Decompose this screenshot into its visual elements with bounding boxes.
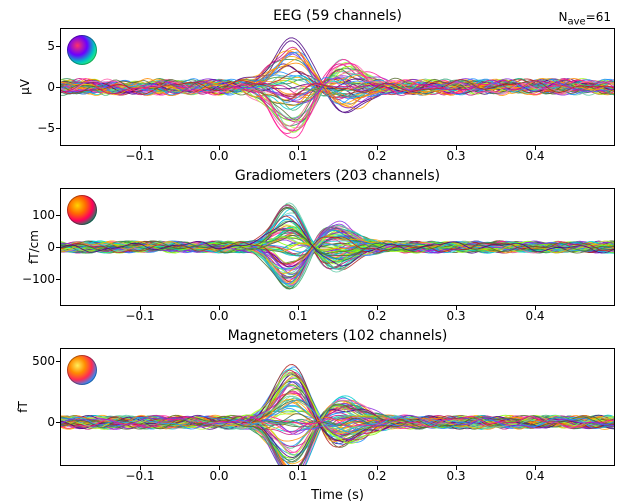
figure: EEG (59 channels) Nave=61 µV −505−0.10.0…	[0, 0, 640, 500]
ytick-label: 500	[32, 354, 55, 368]
xlabel: Time (s)	[61, 488, 614, 503]
xtick-label: −0.1	[125, 309, 154, 323]
xtick-label: 0.3	[446, 469, 465, 483]
n-ave-label: Nave=61	[558, 10, 611, 27]
subplot-eeg: EEG (59 channels) Nave=61 µV −505−0.10.0…	[60, 28, 615, 146]
ylabel-eeg: µV	[18, 79, 32, 95]
subplot-title-mag: Magnetometers (102 channels)	[60, 328, 615, 344]
xtick-label: 0.0	[209, 469, 228, 483]
ytick-label: −100	[22, 272, 55, 286]
ytick-label: 0	[47, 240, 55, 254]
subplot-mag: Magnetometers (102 channels) fT Time (s)…	[60, 348, 615, 466]
ytick-label: −5	[37, 121, 55, 135]
plot-area-eeg: µV −505−0.10.00.10.20.30.4	[60, 28, 615, 146]
ytick-label: 5	[47, 39, 55, 53]
xtick-label: −0.1	[125, 469, 154, 483]
xtick-label: 0.4	[525, 149, 544, 163]
subplot-title-eeg: EEG (59 channels)	[60, 8, 615, 24]
traces-svg	[61, 349, 614, 465]
xtick-label: 0.3	[446, 309, 465, 323]
plot-area-grad: fT/cm −1000100−0.10.00.10.20.30.4	[60, 188, 615, 306]
xtick-label: −0.1	[125, 149, 154, 163]
traces-svg	[61, 189, 614, 305]
ytick-label: 0	[47, 80, 55, 94]
xtick-label: 0.4	[525, 469, 544, 483]
xtick-label: 0.1	[288, 309, 307, 323]
xtick-label: 0.2	[367, 469, 386, 483]
ylabel-mag: fT	[16, 401, 30, 413]
subplot-title-grad: Gradiometers (203 channels)	[60, 168, 615, 184]
plot-area-mag: fT Time (s) 0500−0.10.00.10.20.30.4	[60, 348, 615, 466]
xtick-label: 0.2	[367, 149, 386, 163]
xtick-label: 0.4	[525, 309, 544, 323]
ylabel-grad: fT/cm	[27, 230, 41, 264]
ytick-label: 100	[32, 208, 55, 222]
xtick-label: 0.3	[446, 149, 465, 163]
xtick-label: 0.0	[209, 309, 228, 323]
subplot-grad: Gradiometers (203 channels) fT/cm −10001…	[60, 188, 615, 306]
xtick-label: 0.2	[367, 309, 386, 323]
traces-svg	[61, 29, 614, 145]
xtick-label: 0.1	[288, 149, 307, 163]
xtick-label: 0.0	[209, 149, 228, 163]
ytick-label: 0	[47, 415, 55, 429]
xtick-label: 0.1	[288, 469, 307, 483]
